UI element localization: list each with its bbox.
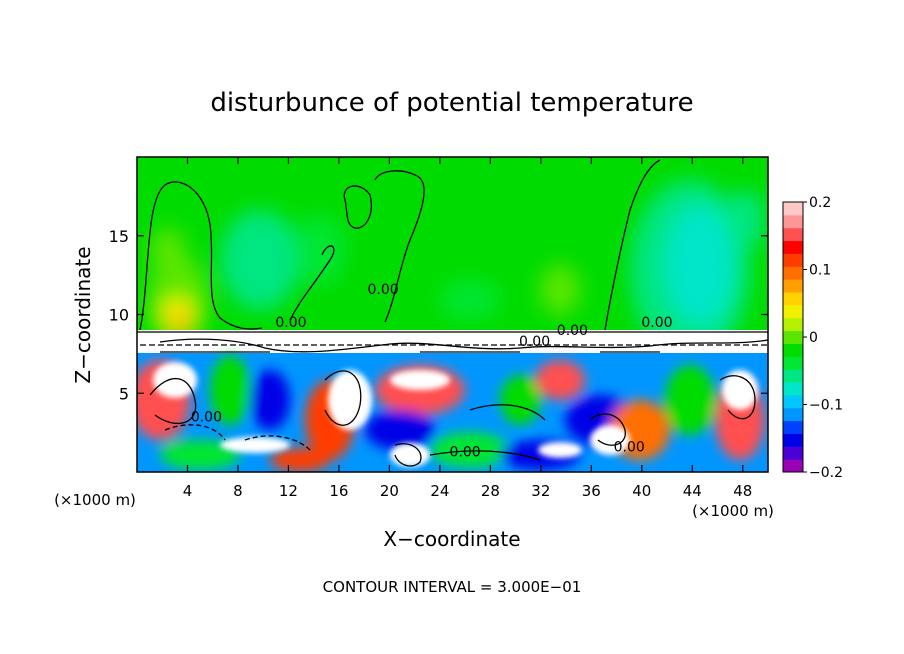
x-tick-label: 48 — [733, 482, 752, 500]
x-tick-label: 12 — [279, 482, 298, 500]
x-tick-label: 16 — [329, 482, 348, 500]
y-unit-label: (×1000 m) — [54, 491, 136, 509]
colorbar-segment — [783, 317, 803, 332]
x-tick-label: 32 — [531, 482, 550, 500]
contour-interval-footer: CONTOUR INTERVAL = 3.000E−01 — [323, 578, 582, 596]
x-tick-label: 36 — [582, 482, 601, 500]
colorbar-segment — [783, 214, 803, 229]
contour-label: 0.00 — [641, 315, 672, 331]
colorbar-segment — [783, 459, 803, 473]
contour-label: 0.00 — [191, 410, 222, 426]
heatmap-field — [137, 157, 768, 472]
colorbar-segment — [783, 382, 803, 396]
y-tick-label: 5 — [119, 384, 129, 403]
colorbar-segment — [783, 253, 803, 267]
colorbar-segment — [783, 279, 803, 293]
colorbar-segment — [783, 420, 803, 434]
contour-label: 0.00 — [614, 440, 645, 456]
x-tick-label: 28 — [481, 482, 500, 500]
x-unit-label: (×1000 m) — [692, 502, 774, 520]
colorbar-segment — [783, 407, 803, 422]
contour-label: 0.00 — [368, 282, 399, 298]
colorbar-segment — [783, 433, 803, 447]
colorbar-tick-label: 0.1 — [809, 263, 831, 279]
colorbar-tick-label: 0.2 — [809, 195, 831, 211]
colorbar-segment — [783, 227, 803, 242]
contour-lines — [137, 159, 768, 467]
contour-labels: 0.00 0.00 0.00 0.00 0.00 0.00 0.00 0.00 — [191, 282, 673, 460]
colorbar-segment — [783, 330, 803, 344]
colorbar-tick-label: −0.1 — [809, 398, 843, 414]
x-tick-label: 44 — [683, 482, 702, 500]
x-tick-label: 40 — [632, 482, 651, 500]
y-tick-label: 10 — [109, 306, 129, 325]
colorbar-segment — [783, 266, 803, 280]
x-axis: 4 8 12 16 20 24 28 32 36 40 44 48 — [183, 157, 752, 500]
x-axis-label: X−coordinate — [383, 527, 520, 551]
colorbar-segment — [783, 446, 803, 460]
chart-title: disturbunce of potential temperature — [210, 88, 693, 118]
field-lower-white — [153, 362, 758, 467]
colorbar-segment — [783, 202, 803, 216]
colorbar-segment — [783, 292, 803, 306]
contour-label: 0.00 — [275, 315, 306, 331]
x-tick-label: 24 — [430, 482, 449, 500]
colorbar-segment — [783, 369, 803, 383]
y-axis: 5 10 15 — [109, 227, 768, 403]
y-tick-label: 15 — [109, 227, 129, 246]
colorbar-segment — [783, 304, 803, 319]
x-tick-label: 8 — [233, 482, 243, 500]
colorbar-segment — [783, 356, 803, 370]
colorbar-segment — [783, 240, 803, 254]
y-axis-label: Z−coordinate — [71, 246, 95, 383]
contour-label: 0.00 — [557, 323, 588, 339]
colorbar-tick-label: −0.2 — [809, 465, 843, 481]
contour-label: 0.00 — [519, 334, 550, 350]
x-tick-label: 20 — [380, 482, 399, 500]
colorbar-tick-label: 0 — [809, 330, 818, 346]
colorbar: 0.2 0.1 0 −0.1 −0.2 — [782, 195, 843, 481]
colorbar-segment — [783, 394, 803, 409]
colorbar-segment — [783, 343, 803, 357]
x-tick-label: 4 — [183, 482, 193, 500]
field-upper-patches — [148, 180, 765, 360]
contour-label: 0.00 — [450, 444, 481, 460]
